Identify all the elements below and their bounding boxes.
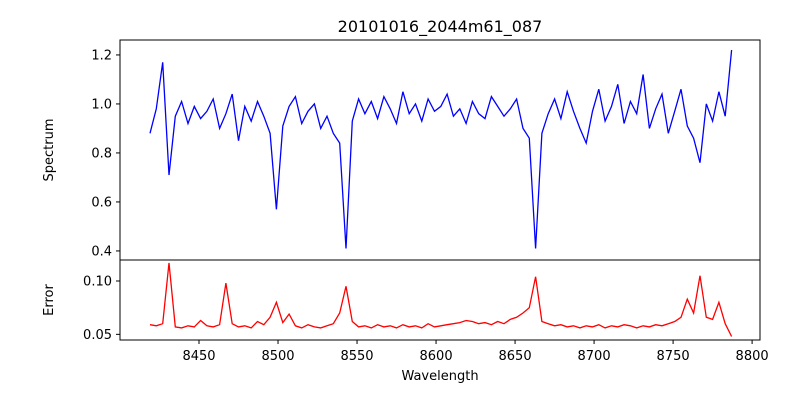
spectrum-y-tick-label: 0.4 [91,244,112,259]
chart-title: 20101016_2044m61_087 [338,17,543,37]
x-tick-label: 8550 [340,349,373,364]
spectrum-axes-frame [119,39,761,261]
error-y-tick-label: 0.10 [83,275,112,290]
y-axis-label-error: Error [42,284,57,316]
spectrum-line [149,49,733,249]
x-tick-label: 8800 [736,349,769,364]
x-tick-label: 8500 [261,349,294,364]
spectrum-y-tick-label: 0.8 [91,146,112,161]
x-tick-label: 8600 [420,349,453,364]
error-y-tick-label: 0.05 [83,328,112,343]
error-axes-frame [119,259,761,341]
error-line [149,262,733,337]
spectrum-y-tick-label: 1.0 [91,97,112,112]
spectrum-y-tick-label: 0.6 [91,195,112,210]
x-tick-label: 8700 [578,349,611,364]
x-axis-label: Wavelength [401,369,478,384]
y-axis-label-spectrum: Spectrum [42,119,57,182]
spectrum-y-tick-label: 1.2 [91,48,112,63]
x-tick-label: 8450 [182,349,215,364]
x-tick-label: 8750 [657,349,690,364]
x-tick-label: 8650 [499,349,532,364]
